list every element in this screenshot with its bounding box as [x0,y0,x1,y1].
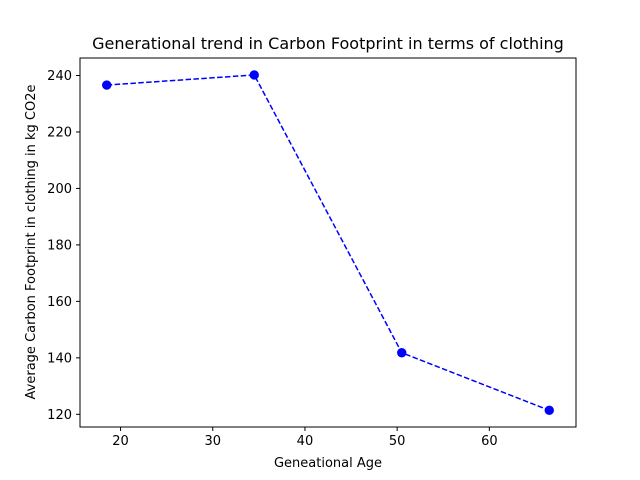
series-line [106,74,550,412]
data-point [102,80,112,90]
plot-area: 20 30 40 50 60 120 140 160 180 200 220 240 [47,57,577,449]
data-point [397,348,407,358]
y-tick-label: 120 [47,408,72,423]
y-tick-label: 200 [47,182,72,197]
y-tick-label: 220 [47,125,72,140]
y-tick-label: 140 [47,351,72,366]
x-tick-label: 60 [481,434,498,449]
plot-frame [79,57,577,428]
y-tick-label: 180 [47,238,72,253]
y-axis-label: Average Carbon Footprint in clothing in … [24,85,39,400]
x-axis-label: Geneational Age [274,456,382,471]
data-point [544,405,554,416]
chart-title: Generational trend in Carbon Footprint i… [92,34,564,53]
y-tick-label: 160 [47,295,72,310]
y-tick-label: 240 [47,69,72,84]
data-point [249,70,259,80]
x-tick-label: 30 [204,434,221,449]
x-tick-label: 40 [297,434,314,449]
x-tick-label: 20 [112,434,129,449]
x-tick-label: 50 [389,434,406,449]
